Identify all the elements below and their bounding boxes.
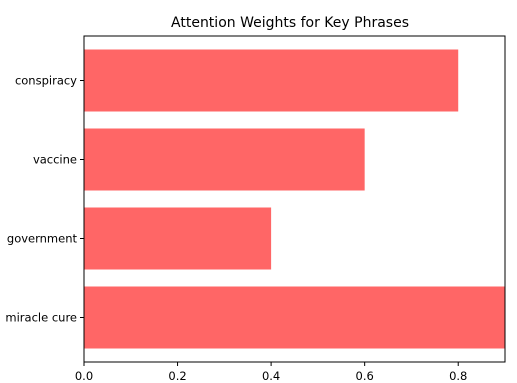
x-tick-label: 0.8 [449, 369, 467, 383]
bar-conspiracy [84, 49, 459, 112]
x-tick-label: 0.6 [356, 369, 374, 383]
x-ticks-group: 0.0 0.2 0.4 0.6 0.8 [75, 362, 467, 383]
bars-group [84, 49, 505, 349]
y-tick-label: miracle cure [5, 311, 77, 325]
y-tick-label: vaccine [33, 153, 77, 167]
plot-frame [83, 35, 506, 363]
chart-title: Attention Weights for Key Phrases [171, 15, 409, 31]
y-tick-label: government [7, 232, 78, 246]
y-tick-label: conspiracy [15, 74, 77, 88]
x-tick-label: 0.2 [168, 369, 186, 383]
bar-miracle-cure [84, 286, 505, 349]
x-tick-label: 0.0 [75, 369, 93, 383]
x-tick-label: 0.4 [262, 369, 280, 383]
bar-government [84, 207, 272, 270]
bar-vaccine [84, 128, 365, 191]
y-ticks-group: miracle cure government vaccine conspiracy [5, 74, 84, 325]
